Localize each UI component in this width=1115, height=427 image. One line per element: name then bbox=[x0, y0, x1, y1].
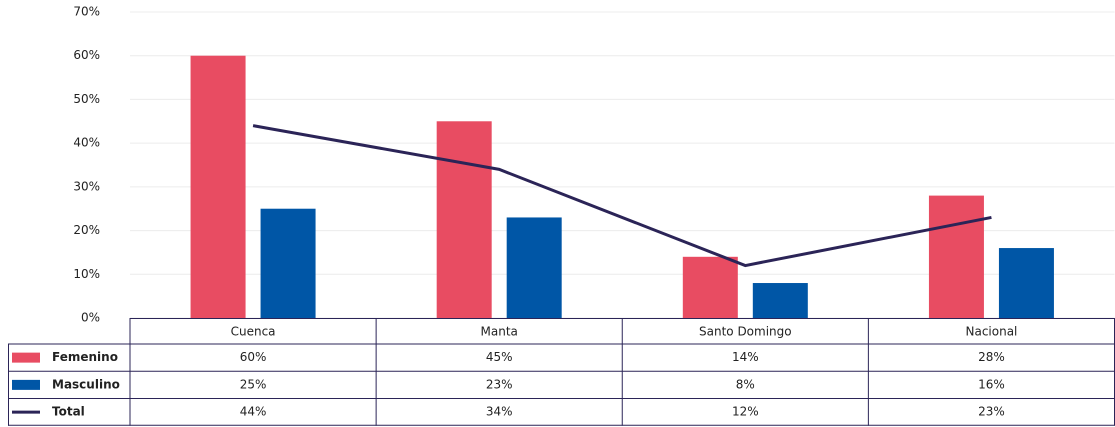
table-cell: 23% bbox=[978, 405, 1005, 419]
table-cell: 12% bbox=[732, 405, 759, 419]
bar bbox=[682, 256, 738, 318]
y-tick-label: 70% bbox=[73, 5, 100, 19]
bar bbox=[998, 248, 1054, 318]
x-tick-label: Cuenca bbox=[231, 325, 276, 339]
bar bbox=[752, 283, 808, 318]
table-cell: 25% bbox=[240, 377, 267, 391]
table-cell: 8% bbox=[736, 377, 755, 391]
bar bbox=[928, 195, 984, 318]
table-cell: 60% bbox=[240, 350, 267, 364]
x-tick-label: Nacional bbox=[965, 325, 1017, 339]
bar bbox=[436, 121, 492, 319]
legend-swatch bbox=[12, 352, 40, 363]
y-tick-label: 20% bbox=[73, 223, 100, 237]
line bbox=[252, 124, 992, 268]
bar bbox=[506, 217, 562, 318]
bar bbox=[190, 55, 246, 318]
y-tick-label: 60% bbox=[73, 48, 100, 62]
legend-label: Masculino bbox=[52, 377, 120, 391]
table-cell: 28% bbox=[978, 350, 1005, 364]
table-cell: 23% bbox=[486, 377, 513, 391]
bar bbox=[260, 208, 316, 318]
y-tick-label: 10% bbox=[73, 267, 100, 281]
x-tick-label: Manta bbox=[481, 325, 518, 339]
y-tick-label: 0% bbox=[81, 311, 100, 325]
table-cell: 44% bbox=[240, 405, 267, 419]
legend-label: Femenino bbox=[52, 350, 118, 364]
y-tick-label: 30% bbox=[73, 179, 100, 193]
y-tick-label: 50% bbox=[73, 92, 100, 106]
legend-label: Total bbox=[52, 405, 85, 419]
table-cell: 14% bbox=[732, 350, 759, 364]
table-cell: 45% bbox=[486, 350, 513, 364]
table-cell: 16% bbox=[978, 377, 1005, 391]
legend-swatch bbox=[12, 379, 40, 390]
x-tick-label: Santo Domingo bbox=[699, 325, 792, 339]
table-cell: 34% bbox=[486, 405, 513, 419]
y-tick-label: 40% bbox=[73, 136, 100, 150]
